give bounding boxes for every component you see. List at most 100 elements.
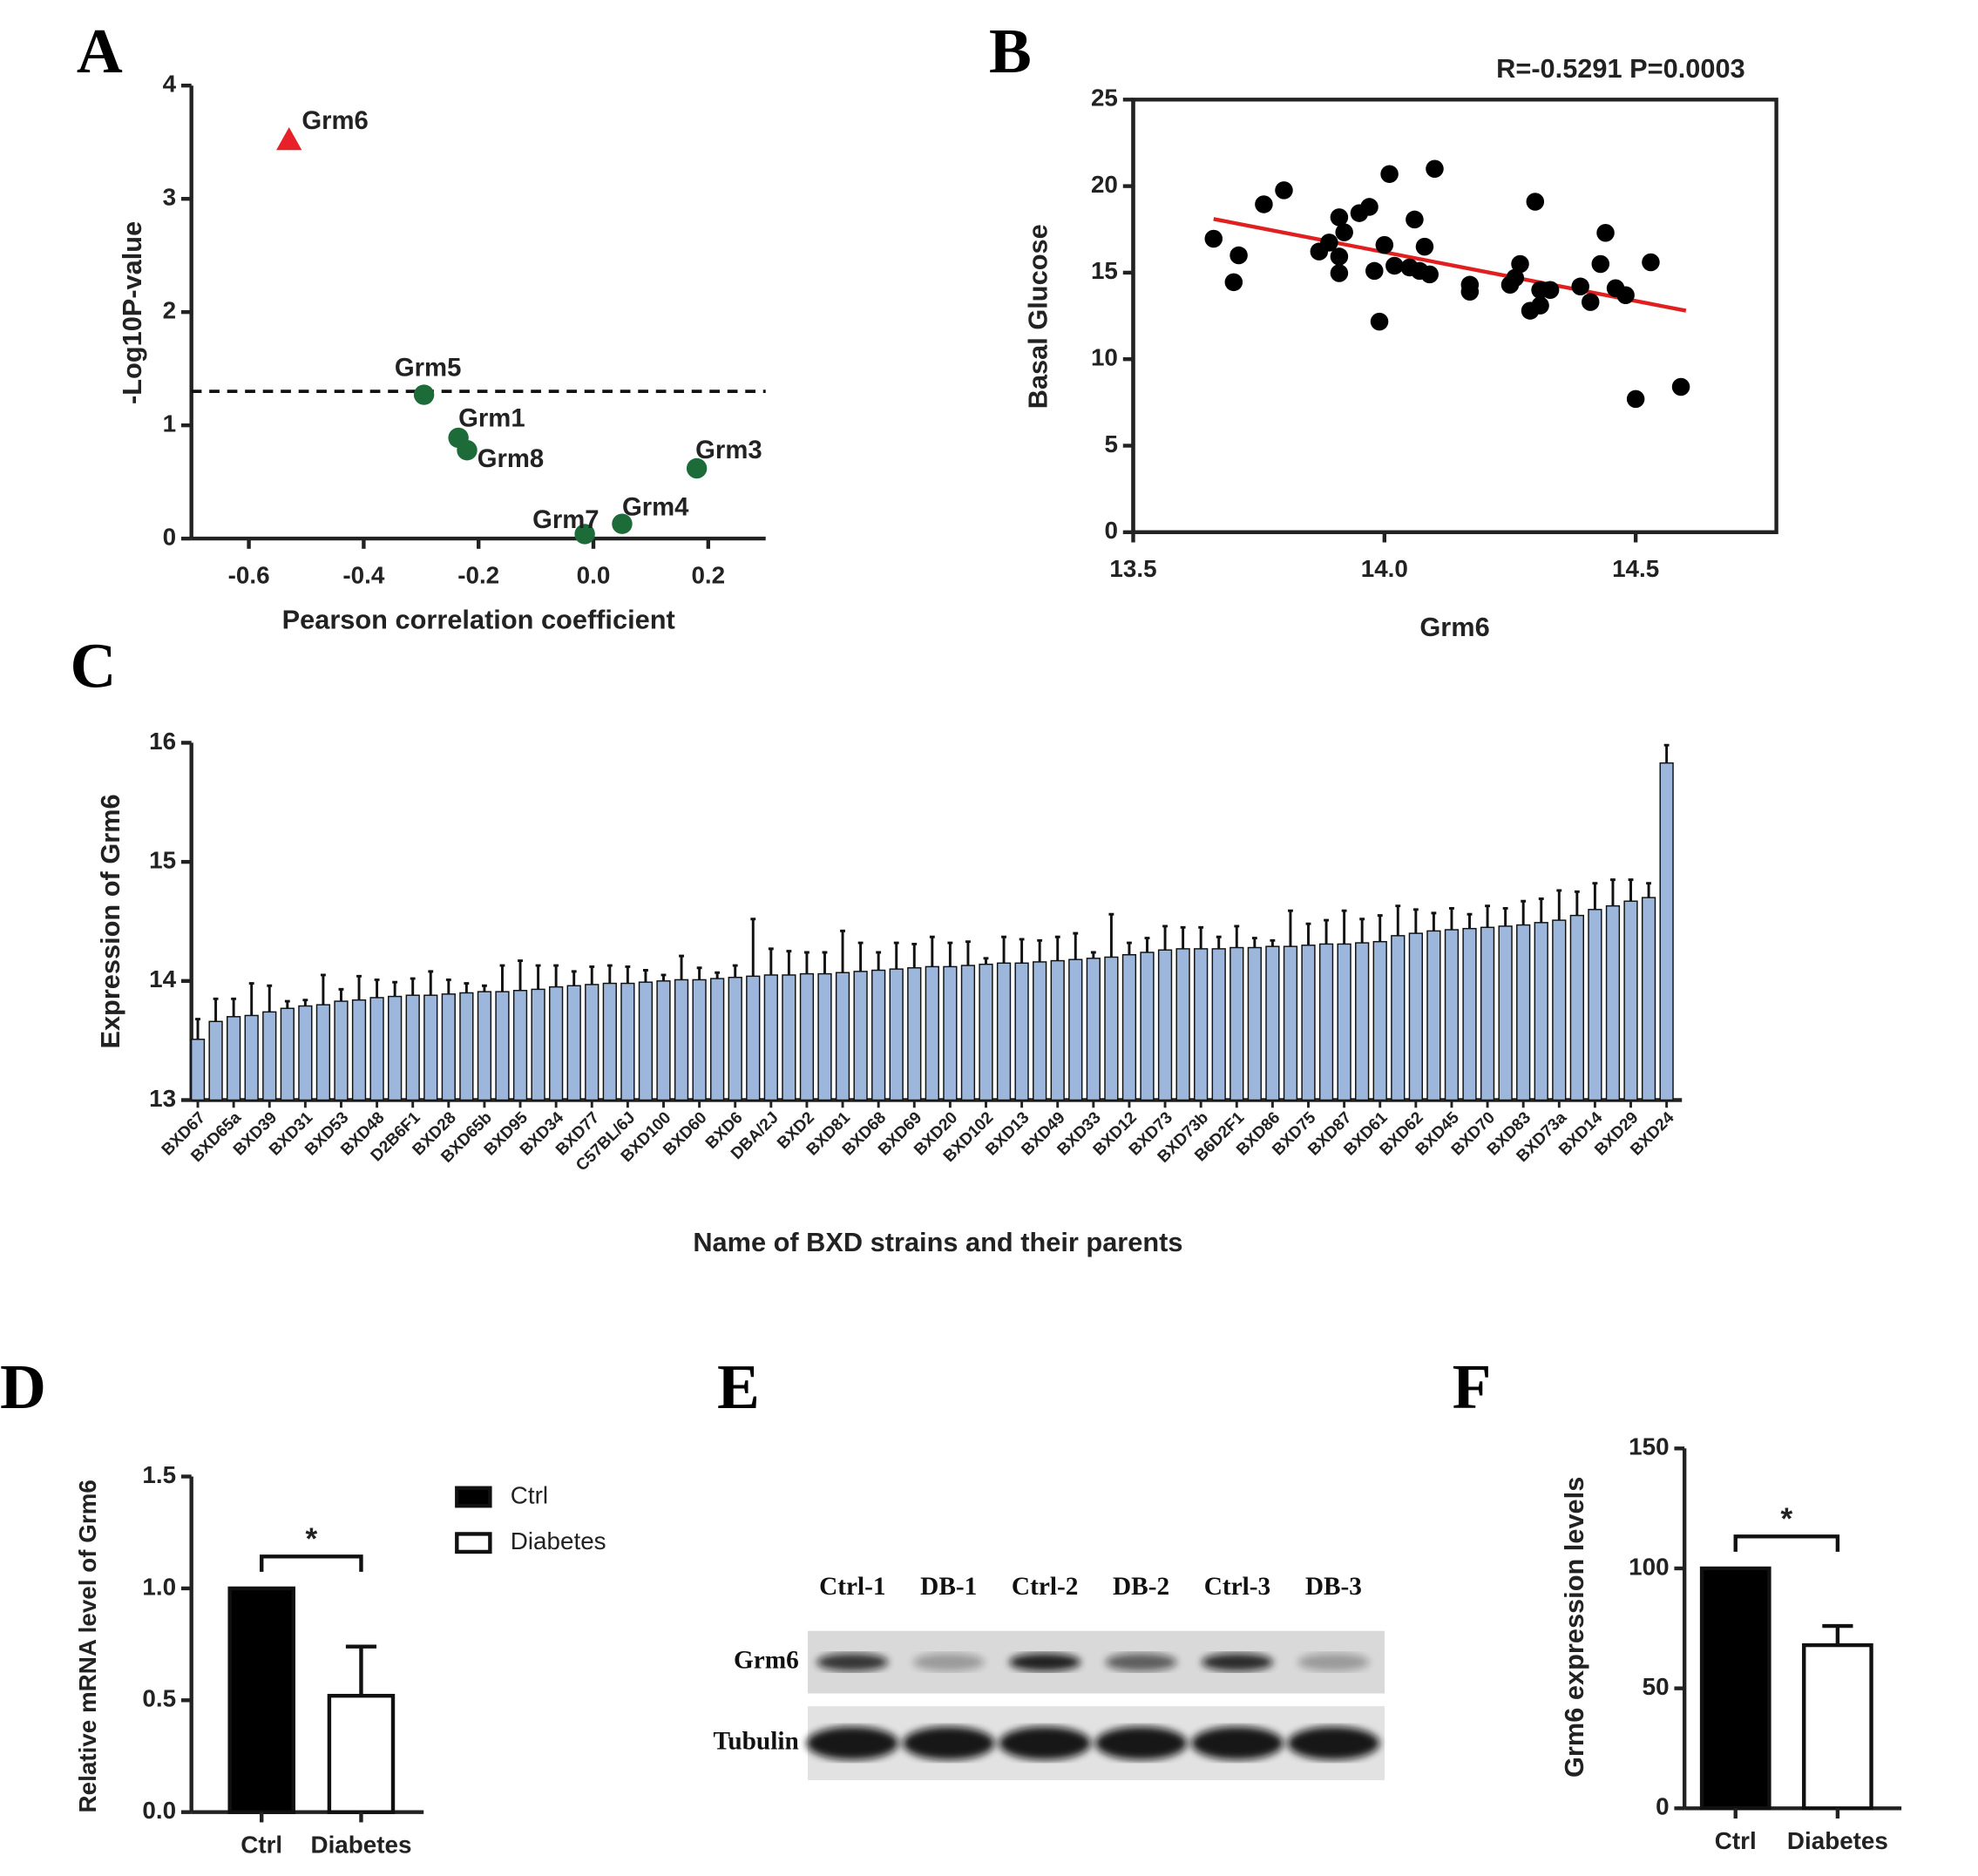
bar [960,965,976,1101]
x-tick-label: 0.0 [577,561,611,588]
y-tick-label: 14 [149,965,176,992]
error-bar [195,1018,200,1040]
error-bar [535,964,541,990]
bar [1247,946,1262,1101]
blot-band [1009,1653,1081,1671]
bar [889,968,904,1101]
bar [1229,946,1244,1101]
bar [190,1039,206,1101]
y-tick-label: 13 [149,1085,176,1112]
point-label: Grm6 [301,106,369,135]
bar [1086,958,1101,1101]
error-bar [284,999,290,1009]
point [1642,253,1660,272]
point [1415,237,1434,256]
y-tick-label: 1.0 [142,1573,176,1600]
error-bar [1251,937,1257,948]
x-tick-label: 13.5 [1109,555,1156,582]
error-bar [893,941,899,970]
point [1420,265,1439,284]
bar [1588,909,1602,1101]
bar [1641,897,1656,1101]
blot-band [1201,1653,1274,1671]
error-bar [445,978,451,994]
lane-label: Ctrl-1 [819,1573,885,1601]
x-tick-label: Ctrl [240,1832,282,1859]
error-bar [1538,897,1544,923]
point [1671,377,1690,396]
error-bar [911,942,918,968]
error-bar [1646,882,1652,898]
error-bar [1270,938,1276,947]
lane-label: DB-1 [920,1573,977,1601]
error-bar [786,950,792,975]
error-bar [499,964,505,992]
bar [327,1693,396,1814]
panel-letter: E [717,1351,760,1422]
bar [638,981,654,1101]
panel-letter: C [71,631,117,701]
error-bar [1198,925,1204,949]
bar [782,974,796,1101]
error-bar [1001,935,1006,964]
error-bar [857,941,864,972]
point [574,524,595,545]
point-label: Grm7 [532,505,599,534]
bar [298,1005,313,1101]
y-axis-label: -Log10P-value [117,221,147,404]
y-axis-label: Grm6 expression levels [1559,1477,1589,1778]
error-bar [768,947,774,975]
error-bar [1090,951,1096,958]
error-bar [1822,1623,1853,1646]
bar [227,1016,241,1101]
error-bar [428,970,434,996]
blot-band [816,1653,889,1671]
blot-band [1297,1653,1370,1671]
bar [244,1014,259,1101]
y-tick-label: 0 [1656,1793,1669,1820]
point [1370,312,1389,331]
y-tick-label: 16 [149,728,176,755]
x-tick-label: -0.4 [342,561,384,588]
point-label: Grm8 [478,444,545,473]
blot-band [912,1653,985,1671]
bar [1175,948,1190,1101]
bar [692,979,707,1101]
error-bar [1037,938,1043,962]
point [1596,223,1615,242]
bar [1301,945,1316,1101]
bar [1480,926,1495,1101]
x-tick-label: -0.6 [228,561,270,588]
point [1385,256,1404,275]
y-axis-label: Relative mRNA level of Grm6 [74,1480,101,1812]
error-bar [1610,878,1616,906]
y-tick-label: 0.5 [142,1685,176,1712]
error-bar [1592,882,1598,910]
bar [710,978,725,1101]
point [686,457,708,479]
bar [746,975,761,1101]
x-tick-label: Ctrl [1715,1827,1757,1854]
y-tick-label: 15 [149,846,176,873]
error-bar [822,951,828,974]
error-bar [1556,889,1562,921]
bar [1552,919,1567,1101]
bar [1444,929,1460,1101]
bar [208,1020,223,1101]
panel-letter: B [989,16,1032,86]
legend-label: Ctrl [511,1481,548,1508]
point [1255,195,1273,213]
bar [477,991,492,1101]
bar [351,999,367,1101]
significance-label: * [1780,1502,1792,1536]
error-bar [929,935,935,967]
point [1360,198,1379,216]
point [1526,193,1545,211]
bar [1140,952,1155,1101]
error-bar [1359,918,1365,944]
y-tick-label: 0 [1104,517,1117,544]
error-bar [518,959,523,991]
point [413,384,435,405]
